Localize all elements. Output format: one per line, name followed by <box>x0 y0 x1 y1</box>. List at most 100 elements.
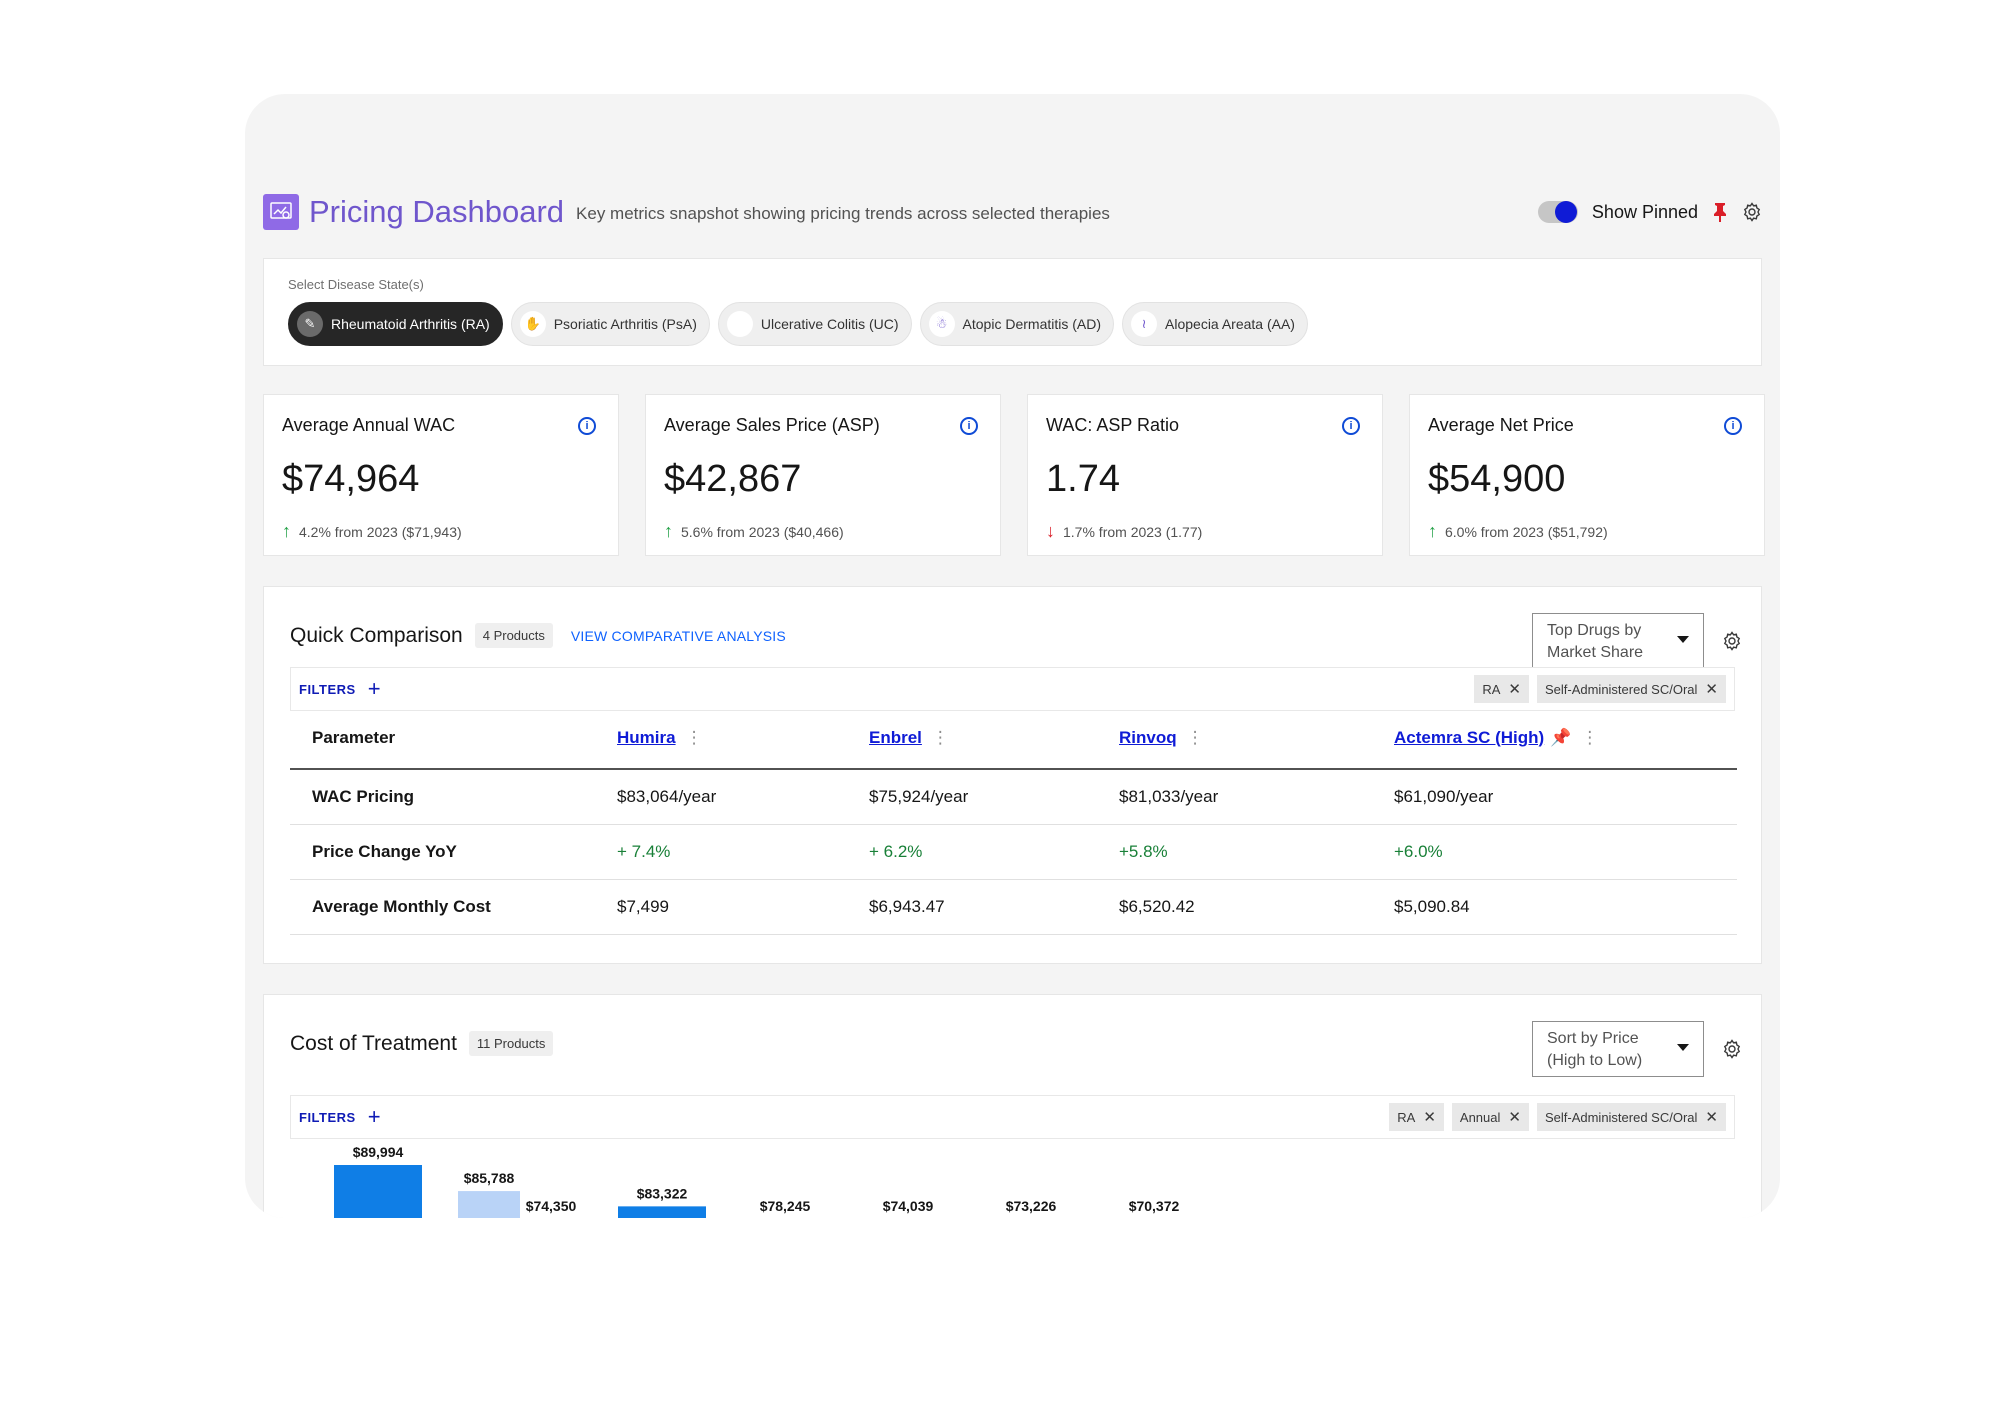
close-icon[interactable]: ✕ <box>1705 1109 1718 1126</box>
table-cell: $81,033/year <box>1097 769 1372 825</box>
close-icon[interactable]: ✕ <box>1705 681 1718 698</box>
metric-card-average-sales-price: Average Sales Price (ASP) i $42,867 ↑ 5.… <box>645 394 1001 556</box>
info-icon[interactable]: i <box>1342 417 1360 435</box>
bar[interactable] <box>334 1165 422 1218</box>
aa-icon: ≀ <box>1131 311 1158 337</box>
dropdown-value-line2: (High to Low) <box>1547 1052 1643 1069</box>
drug-link[interactable]: Actemra SC (High) <box>1394 727 1545 747</box>
cost-bar-chart: $89,994 $85,788 $74,350 $83,322 $78,245 $74,0… <box>334 1144 1180 1218</box>
table-row: Average Monthly Cost $7,499 $6,943.47 $6… <box>290 879 1737 935</box>
close-icon[interactable]: ✕ <box>1423 1109 1436 1126</box>
filter-bar: FILTERS + RA ✕ Self-Administered SC/Oral ✕ <box>290 667 1735 711</box>
add-filter-icon[interactable]: + <box>367 1104 381 1129</box>
metric-card-wac-asp-ratio: WAC: ASP Ratio i 1.74 ↓ 1.7% from 2023 (… <box>1027 394 1383 556</box>
disease-state-chips: ✎ Rheumatoid Arthritis (RA) ✋ Psoriatic … <box>288 302 1737 346</box>
chevron-down-icon <box>1677 636 1689 643</box>
overflow-menu-icon[interactable]: ⋮ <box>1186 727 1204 747</box>
close-icon[interactable]: ✕ <box>1508 1109 1521 1126</box>
top-drugs-dropdown[interactable]: Top Drugs by Market Share <box>1532 613 1704 669</box>
metric-change: ↑ 5.6% from 2023 ($40,466) <box>664 521 982 542</box>
sort-dropdown[interactable]: Sort by Price (High to Low) <box>1532 1021 1704 1077</box>
info-icon[interactable]: i <box>578 417 596 435</box>
close-icon[interactable]: ✕ <box>1508 681 1521 698</box>
pin-icon <box>1714 203 1726 222</box>
cost-of-treatment-card: Cost of Treatment 11 Products Sort by Pr… <box>263 994 1762 1218</box>
filter-bar: FILTERS + RA ✕ Annual ✕ Self-Administered … <box>290 1095 1735 1139</box>
bar-value-label: $73,226 <box>1006 1198 1057 1214</box>
table-cell: $61,090/year <box>1372 769 1737 825</box>
table-cell: $75,924/year <box>847 769 1097 825</box>
metric-value: 1.74 <box>1046 458 1120 500</box>
chip-label: Ulcerative Colitis (UC) <box>760 316 899 332</box>
table-cell: $7,499 <box>595 879 847 935</box>
section-title: Cost of Treatment <box>290 1031 457 1055</box>
overflow-menu-icon[interactable]: ⋮ <box>1581 727 1599 747</box>
column-header-rinvoq: Rinvoq ⋮ <box>1097 707 1372 770</box>
column-header: Parameter <box>290 707 595 770</box>
chip-alopecia-areata[interactable]: ≀ Alopecia Areata (AA) <box>1122 302 1308 346</box>
filter-tag: RA ✕ <box>1474 675 1529 703</box>
table-row: Price Change YoY + 7.4% + 6.2% +5.8% +6.… <box>290 824 1737 880</box>
table-header-row: Parameter Humira ⋮ Enbrel ⋮ Rinvoq ⋮ Actemr… <box>290 707 1737 770</box>
bar[interactable] <box>618 1206 706 1218</box>
drug-link[interactable]: Rinvoq <box>1119 727 1177 747</box>
filter-tag: Self-Administered SC/Oral ✕ <box>1536 1103 1726 1131</box>
drug-link[interactable]: Enbrel <box>869 727 922 747</box>
row-parameter: Price Change YoY <box>290 824 595 880</box>
metric-value: $74,964 <box>282 458 420 500</box>
dropdown-value-line1: Top Drugs by <box>1547 622 1642 639</box>
chip-ulcerative-colitis[interactable]: Ulcerative Colitis (UC) <box>717 302 912 346</box>
column-header-humira: Humira ⋮ <box>595 707 847 770</box>
metric-change: ↑ 4.2% from 2023 ($71,943) <box>282 521 600 542</box>
add-filter-icon[interactable]: + <box>367 676 381 701</box>
filters-label: FILTERS <box>299 1109 356 1125</box>
chevron-down-icon <box>1677 1044 1689 1051</box>
chip-label: Atopic Dermatitis (AD) <box>962 316 1102 332</box>
bar-value-label: $78,245 <box>760 1198 811 1214</box>
product-count-badge: 11 Products <box>468 1031 554 1056</box>
metric-title: Average Net Price <box>1428 415 1574 435</box>
filter-tag: Annual ✕ <box>1451 1103 1529 1131</box>
table-cell: +5.8% <box>1097 824 1372 880</box>
overflow-menu-icon[interactable]: ⋮ <box>685 727 703 747</box>
metric-title: WAC: ASP Ratio <box>1046 415 1180 435</box>
chip-label: Psoriatic Arthritis (PsA) <box>553 316 697 332</box>
dashboard-logo-icon <box>263 194 299 230</box>
info-icon[interactable]: i <box>960 417 978 435</box>
overflow-menu-icon[interactable]: ⋮ <box>931 727 949 747</box>
dashboard-frame: Pricing Dashboard Key metrics snapshot s… <box>245 94 1780 1218</box>
info-icon[interactable]: i <box>1724 417 1742 435</box>
bar-value-label: $89,994 <box>353 1144 404 1160</box>
show-pinned-label: Show Pinned <box>1591 201 1698 222</box>
metric-value: $42,867 <box>664 458 802 500</box>
column-header-enbrel: Enbrel ⋮ <box>847 707 1097 770</box>
pin-icon[interactable]: 📌 <box>1550 727 1572 747</box>
uc-icon <box>726 311 753 337</box>
show-pinned-toggle[interactable] <box>1537 201 1578 223</box>
arrow-up-icon: ↑ <box>1428 521 1437 541</box>
chip-rheumatoid-arthritis[interactable]: ✎ Rheumatoid Arthritis (RA) <box>288 302 503 346</box>
chip-psoriatic-arthritis[interactable]: ✋ Psoriatic Arthritis (PsA) <box>510 302 710 346</box>
arrow-down-icon: ↓ <box>1046 521 1055 541</box>
table-cell: $5,090.84 <box>1372 879 1737 935</box>
bar-value-label: $74,350 <box>526 1198 577 1214</box>
drug-link[interactable]: Humira <box>617 727 676 747</box>
disease-state-card: Select Disease State(s) ✎ Rheumatoid Art… <box>263 258 1762 366</box>
chip-atopic-dermatitis[interactable]: ☃ Atopic Dermatitis (AD) <box>919 302 1115 346</box>
disease-state-label: Select Disease State(s) <box>288 277 424 292</box>
metric-change-text: 1.7% from 2023 (1.77) <box>1063 523 1203 540</box>
page-title: Pricing Dashboard <box>309 194 565 229</box>
settings-gear-icon[interactable] <box>1722 631 1742 651</box>
arrow-up-icon: ↑ <box>282 521 291 541</box>
page-subtitle: Key metrics snapshot showing pricing tre… <box>576 204 1110 223</box>
settings-gear-icon[interactable] <box>1722 1039 1742 1059</box>
filter-tag: Self-Administered SC/Oral ✕ <box>1536 675 1726 703</box>
view-comparative-analysis-link[interactable]: VIEW COMPARATIVE ANALYSIS <box>570 627 786 644</box>
row-parameter: WAC Pricing <box>290 769 595 825</box>
arrow-up-icon: ↑ <box>664 521 673 541</box>
product-count-badge: 4 Products <box>474 623 553 648</box>
settings-gear-icon[interactable] <box>1742 202 1762 222</box>
bar[interactable] <box>458 1191 520 1218</box>
chip-label: Alopecia Areata (AA) <box>1165 316 1295 332</box>
ra-icon: ✎ <box>297 311 323 337</box>
